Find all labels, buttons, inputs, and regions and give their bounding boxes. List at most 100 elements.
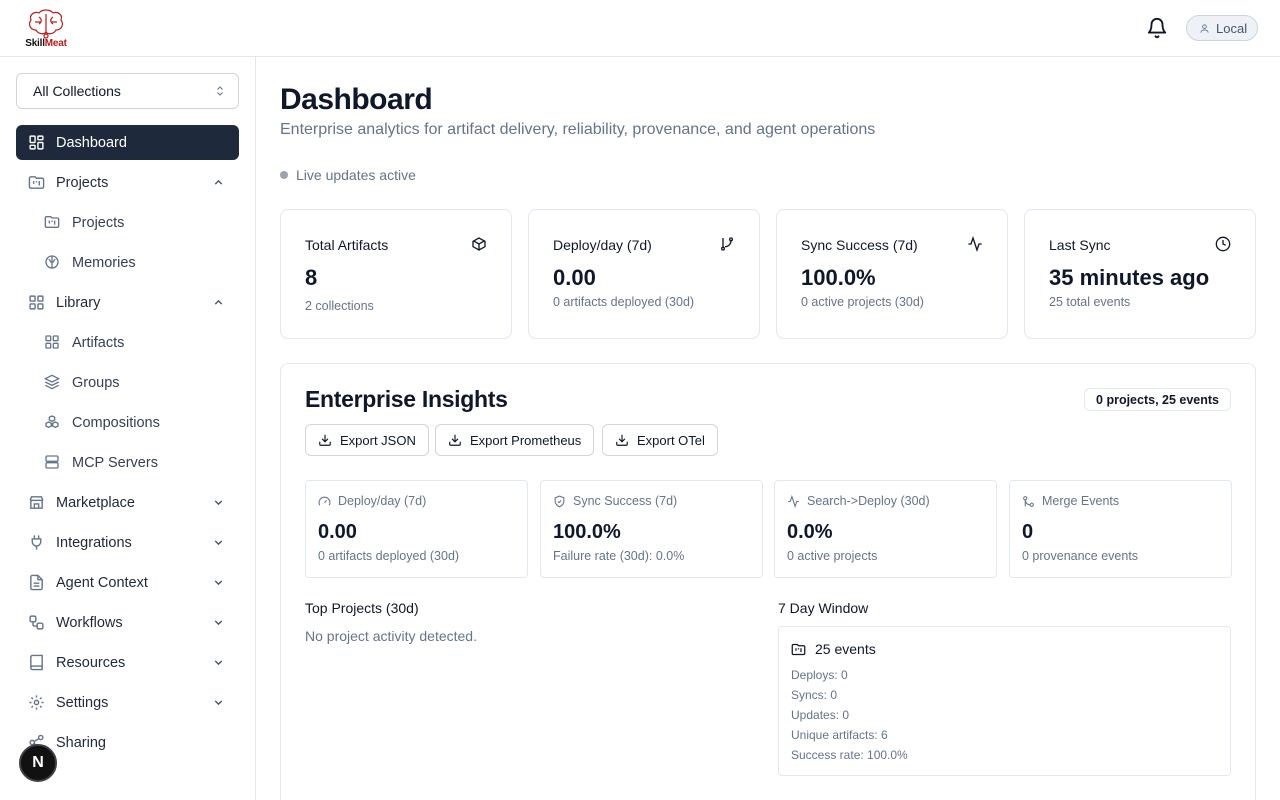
sidebar-item-workflows[interactable]: Workflows [16,605,239,640]
mini-card-subtext: 0 artifacts deployed (30d) [318,549,460,563]
mini-card-title: Sync Success (7d) [573,494,678,508]
user-label: Local [1216,20,1248,36]
folder-kanban-icon [791,643,806,655]
sidebar-item-projects-list[interactable]: Projects [32,205,239,240]
git-branch-icon [721,237,733,251]
top-projects-empty-text: No project activity detected. [305,628,477,644]
window-events-count: 25 events [815,641,876,657]
stat-title: Sync Success (7d) [801,237,918,253]
collection-select[interactable]: All Collections [16,73,239,109]
stat-card-total-artifacts: Total Artifacts 8 2 collections [280,209,512,339]
bell-icon[interactable] [1146,17,1168,39]
chevron-down-icon [214,660,223,666]
sidebar-item-projects[interactable]: Projects [16,165,239,200]
sidebar-item-label: Agent Context [56,574,148,591]
package-icon [472,237,486,251]
brain-icon [29,9,63,39]
sidebar-item-marketplace[interactable]: Marketplace [16,485,239,520]
stat-value: 35 minutes ago [1049,265,1210,290]
sidebar-item-resources[interactable]: Resources [16,645,239,680]
live-status-label: Live updates active [296,167,416,183]
page-subtitle: Enterprise analytics for artifact delive… [280,121,876,138]
status-dot-icon [280,171,288,179]
sidebar-item-memories[interactable]: Memories [32,245,239,280]
sidebar-item-label: Marketplace [56,494,135,511]
sidebar-item-label: Library [56,294,101,311]
mini-card-search-deploy: Search->Deploy (30d) 0.0% 0 active proje… [774,480,997,578]
mini-card-title: Search->Deploy (30d) [807,494,930,508]
sidebar-item-label: Groups [72,374,120,391]
clock-icon [1215,236,1231,252]
stat-value: 100.0% [801,265,876,290]
chevron-down-icon [214,500,223,506]
sidebar-item-compositions[interactable]: Compositions [32,405,239,440]
sidebar-item-agent-context[interactable]: Agent Context [16,565,239,600]
stat-subtext: 2 collections [305,299,374,313]
layout-grid-icon [29,135,44,150]
sidebar-item-integrations[interactable]: Integrations [16,525,239,560]
sidebar-item-label: Projects [72,214,125,231]
top-bar: SkillMeat Local [0,0,1280,57]
sidebar-item-artifacts[interactable]: Artifacts [32,325,239,360]
mini-card-value: 0.0% [787,521,833,543]
download-icon [319,434,331,446]
chevron-up-icon [214,179,223,185]
button-label: Export Prometheus [470,432,582,448]
mini-card-title: Deploy/day (7d) [338,494,427,508]
dev-tools-badge[interactable]: N [19,744,57,782]
sidebar-item-dashboard[interactable]: Dashboard [16,125,239,160]
sidebar-item-label: Workflows [56,614,123,631]
workflow-icon [29,615,44,630]
activity-icon [968,236,982,252]
boxes-icon [45,415,59,429]
chevron-up-icon [214,299,223,305]
window-line-unique-artifacts: Unique artifacts: 6 [791,728,888,742]
mini-card-value: 0 [1022,521,1034,543]
skillmeat-logo[interactable]: SkillMeat [22,8,70,50]
stat-title: Last Sync [1049,237,1111,253]
mini-card-title: Merge Events [1042,494,1120,508]
download-icon [616,434,628,446]
gear-icon [29,695,44,710]
mini-card-sync-success: Sync Success (7d) 100.0% Failure rate (3… [540,480,763,578]
store-icon [29,496,44,509]
stat-subtext: 25 total events [1049,295,1131,309]
sidebar-item-settings[interactable]: Settings [16,685,239,720]
user-badge[interactable]: Local [1186,15,1259,41]
mini-card-value: 100.0% [553,521,621,543]
export-prometheus-button[interactable]: Export Prometheus [435,424,595,456]
stat-value: 8 [305,265,318,290]
plug-icon [31,535,42,550]
stat-title: Total Artifacts [305,237,389,253]
sidebar-item-label: Memories [72,254,136,271]
button-label: Export OTel [637,432,705,448]
main-content: Dashboard Enterprise analytics for artif… [256,57,1280,800]
window-line-deploys: Deploys: 0 [791,668,848,682]
folder-kanban-icon [28,176,45,189]
server-icon [45,455,59,469]
stat-card-sync-success: Sync Success (7d) 100.0% 0 active projec… [776,209,1008,339]
mini-card-subtext: 0 active projects [787,549,878,563]
folder-kanban-icon [44,216,60,228]
git-merge-icon [1023,495,1034,507]
layers-icon [44,374,60,390]
sidebar-item-groups[interactable]: Groups [32,365,239,400]
window-line-success-rate: Success rate: 100.0% [791,748,908,762]
mini-card-deploy-day: Deploy/day (7d) 0.00 0 artifacts deploye… [305,480,528,578]
chevrons-up-down-icon [217,86,223,96]
sidebar-item-label: Settings [56,694,109,711]
stat-subtext: 0 active projects (30d) [801,295,924,309]
window-line-updates: Updates: 0 [791,708,850,722]
enterprise-insights-panel: Enterprise Insights 0 projects, 25 event… [280,363,1256,800]
export-json-button[interactable]: Export JSON [305,424,429,456]
mini-card-subtext: Failure rate (30d): 0.0% [553,549,685,563]
top-projects-heading: Top Projects (30d) [305,600,419,616]
grid-icon [29,295,44,310]
export-otel-button[interactable]: Export OTel [602,424,718,456]
insights-title: Enterprise Insights [305,386,508,412]
sidebar-item-label: Compositions [72,414,160,431]
sidebar-item-library[interactable]: Library [16,285,239,320]
sidebar-item-mcp-servers[interactable]: MCP Servers [32,445,239,480]
sidebar: All Collections Dashboard Projects Proje… [0,57,256,800]
activity-icon [788,494,799,508]
